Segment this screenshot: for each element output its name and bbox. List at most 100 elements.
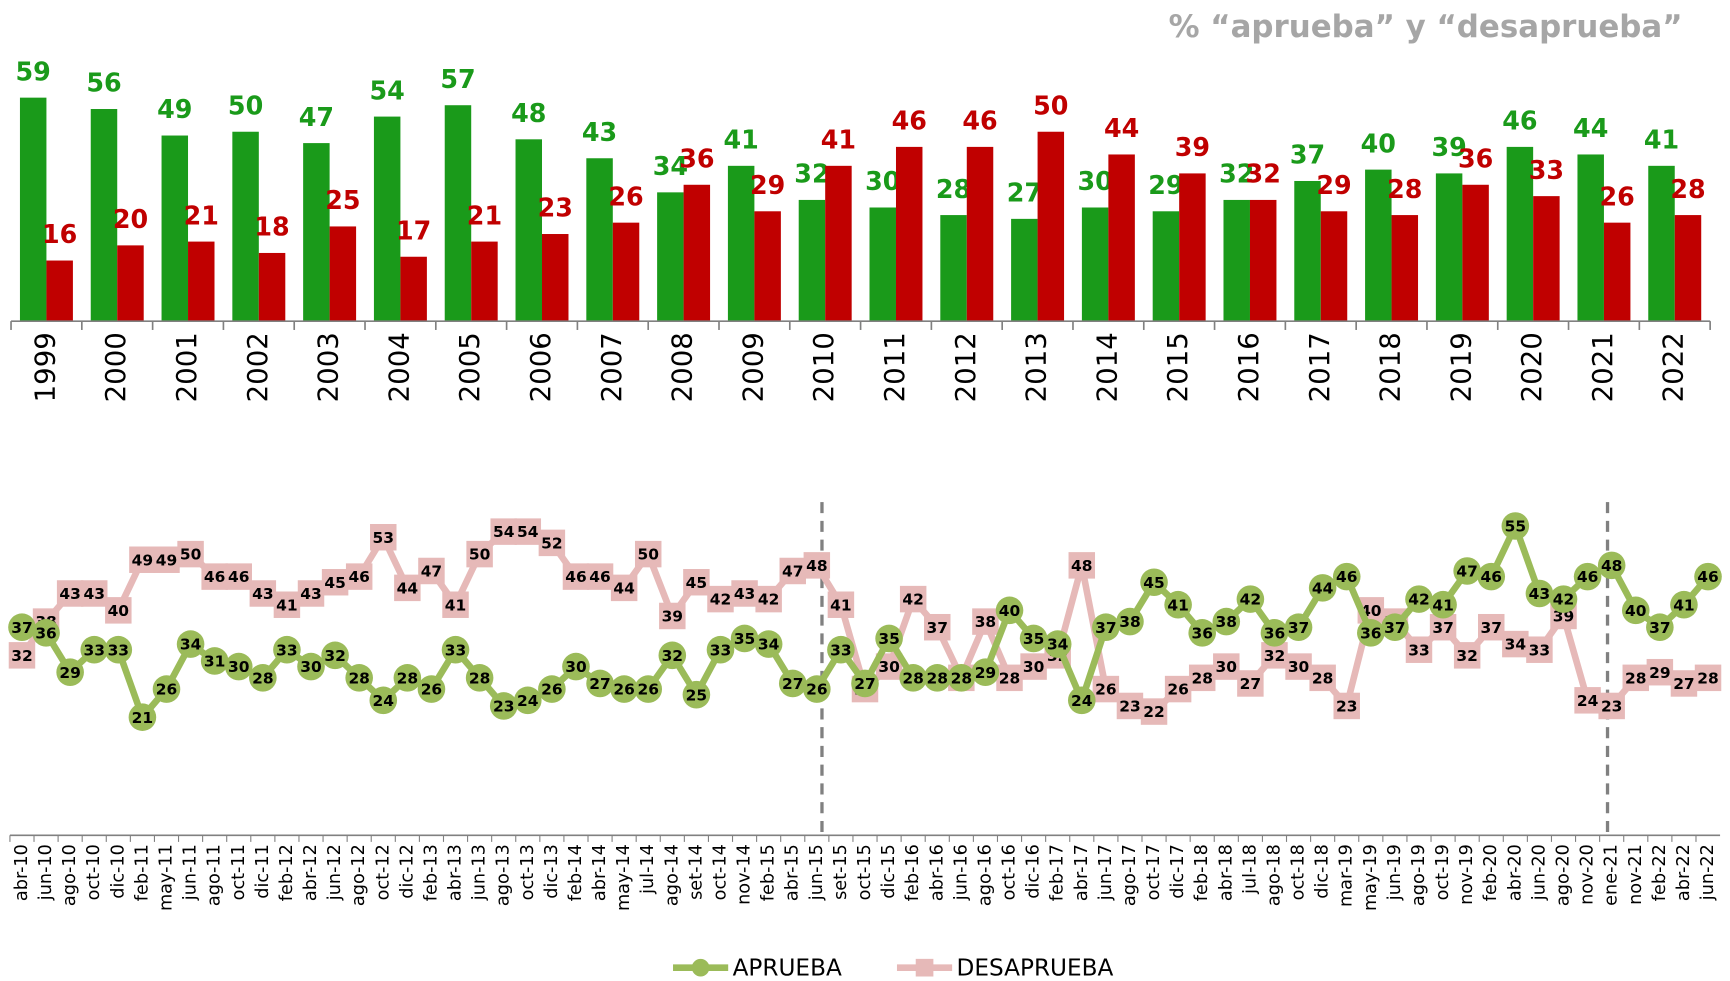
- marker: [562, 652, 590, 681]
- x-tick-label: jun-15: [807, 844, 827, 901]
- marker: [1068, 552, 1096, 579]
- data-label: 26: [421, 681, 442, 699]
- data-label: 48: [1071, 557, 1092, 575]
- x-tick-label: feb-16: [903, 844, 923, 901]
- bar: [895, 146, 923, 322]
- data-label: 47: [299, 102, 334, 132]
- marker: [1453, 557, 1481, 585]
- x-tick-label: abr-14: [590, 844, 610, 901]
- data-label: 50: [180, 546, 201, 564]
- data-label: 46: [1502, 106, 1537, 136]
- marker: [32, 619, 60, 647]
- bar: [798, 199, 826, 322]
- bar: [1648, 165, 1675, 322]
- data-label: 20: [113, 204, 148, 234]
- marker: [1067, 686, 1096, 715]
- x-tick-label: set-14: [686, 844, 706, 900]
- marker: [827, 635, 855, 664]
- bar: [683, 184, 711, 322]
- data-label: 49: [157, 94, 192, 124]
- marker: [1694, 664, 1722, 692]
- marker: [80, 580, 108, 607]
- marker: [899, 585, 927, 613]
- marker: [1405, 636, 1433, 663]
- data-label: 26: [613, 681, 634, 699]
- marker: [104, 635, 133, 664]
- data-label: 28: [951, 669, 972, 687]
- x-tick-label: 2009: [736, 332, 769, 402]
- marker: [465, 664, 494, 692]
- marker: [393, 664, 422, 692]
- x-tick-label: 2022: [1657, 332, 1690, 402]
- data-label: 38: [975, 613, 996, 631]
- data-label: 23: [493, 698, 514, 716]
- data-label: 41: [276, 596, 297, 614]
- marker: [56, 658, 84, 687]
- data-label: 24: [517, 692, 539, 710]
- data-label: 25: [325, 185, 360, 215]
- x-tick-label: feb-15: [759, 844, 779, 901]
- data-label: 33: [276, 641, 297, 659]
- bar: [1320, 211, 1348, 322]
- data-label: 30: [1077, 166, 1112, 196]
- x-tick-label: feb-14: [566, 844, 586, 901]
- x-tick-label: 2017: [1303, 332, 1336, 402]
- bar: [1365, 169, 1392, 322]
- data-label: 28: [999, 669, 1020, 687]
- data-label: 47: [421, 563, 442, 581]
- x-tick-label: ago-10: [60, 844, 80, 906]
- marker: [1622, 664, 1650, 692]
- x-tick-label: jun-22: [1698, 844, 1718, 901]
- data-label: 28: [1697, 669, 1718, 687]
- data-label: 38: [1119, 613, 1140, 631]
- bar: [1674, 215, 1702, 322]
- bar: [46, 260, 73, 322]
- data-label: 30: [878, 658, 899, 676]
- data-label: 43: [734, 585, 755, 603]
- bar: [586, 158, 613, 322]
- data-label: 24: [1577, 692, 1599, 710]
- x-tick-label: jun-12: [325, 844, 345, 901]
- data-label: 32: [1219, 159, 1254, 189]
- data-label: 26: [1600, 181, 1635, 211]
- data-label: 40: [999, 602, 1020, 620]
- data-label: 28: [936, 174, 971, 204]
- x-tick-label: jun-20: [1529, 844, 1549, 901]
- data-label: 28: [252, 669, 273, 687]
- x-tick-label: dic-12: [397, 844, 417, 899]
- data-label: 40: [1361, 128, 1396, 158]
- x-tick-label: dic-13: [542, 844, 562, 899]
- marker: [996, 664, 1023, 692]
- x-tick-label: ago-13: [494, 844, 514, 906]
- marker: [586, 669, 614, 698]
- bar: [117, 245, 144, 322]
- marker: [1502, 630, 1529, 658]
- marker: [1405, 585, 1433, 613]
- marker: [1646, 658, 1674, 686]
- x-tick-label: oct-11: [229, 844, 249, 900]
- marker: [754, 630, 783, 658]
- bar: [1391, 215, 1419, 322]
- data-label: 33: [445, 641, 466, 659]
- x-tick-label: jul-18: [1240, 844, 1260, 895]
- marker: [1164, 675, 1192, 703]
- data-label: 41: [724, 125, 759, 155]
- x-tick-label: ago-17: [1120, 844, 1140, 906]
- data-label: 28: [469, 669, 490, 687]
- data-label: 48: [806, 557, 827, 575]
- x-tick-label: oct-16: [1000, 844, 1020, 900]
- marker: [1574, 687, 1601, 714]
- marker: [489, 692, 518, 720]
- x-tick-label: oct-10: [84, 844, 104, 900]
- x-tick-label: abr-18: [1216, 844, 1236, 901]
- data-label: 46: [1577, 568, 1598, 586]
- data-label: 30: [565, 658, 586, 676]
- marker: [1573, 562, 1602, 591]
- data-label: 29: [750, 170, 785, 200]
- data-label: 39: [1431, 132, 1466, 162]
- bar: [400, 256, 427, 322]
- data-label: 32: [662, 647, 683, 665]
- data-label: 35: [878, 630, 899, 648]
- data-label: 47: [782, 563, 803, 581]
- data-label: 30: [1216, 658, 1237, 676]
